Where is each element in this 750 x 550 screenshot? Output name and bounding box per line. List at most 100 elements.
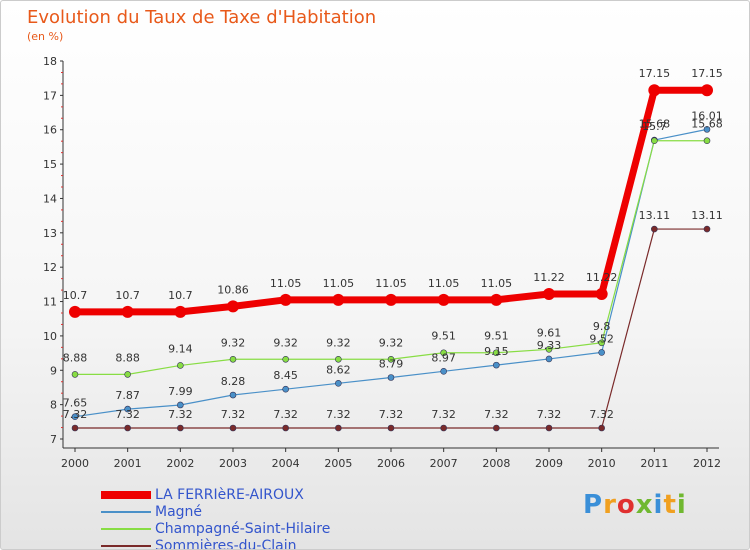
data-label-2: 9.51 [484, 330, 509, 343]
series-point-1 [703, 126, 711, 133]
series-point-3 [282, 424, 289, 432]
series-point-3 [229, 424, 237, 432]
series-point-2 [651, 137, 658, 145]
y-tick-label: 12 [43, 261, 57, 274]
legend-swatch [101, 544, 151, 547]
series-point-2 [71, 371, 79, 378]
x-tick-label: 2005 [324, 457, 352, 470]
series-point-3 [335, 424, 342, 432]
y-tick-label: 13 [43, 227, 57, 240]
series-point-3 [440, 424, 447, 432]
x-tick-label: 2010 [588, 457, 616, 470]
x-tick-label: 2012 [693, 457, 721, 470]
data-label-3: 7.32 [484, 408, 509, 421]
data-label-3: 7.32 [589, 408, 614, 421]
data-label-0: 10.7 [168, 289, 193, 302]
series-point-3 [545, 424, 553, 432]
series-point-2 [387, 355, 395, 363]
legend-label: Magné [155, 503, 203, 520]
logo-letter: P [583, 490, 604, 520]
logo-letter: r [603, 490, 617, 520]
x-tick-label: 2004 [272, 457, 300, 470]
y-tick-label: 8 [50, 399, 57, 412]
data-label-2: 15.68 [639, 118, 671, 131]
logo-letter: i [676, 490, 687, 520]
series-point-1 [229, 391, 237, 399]
y-tick-label: 18 [43, 55, 57, 68]
series-point-2 [282, 355, 289, 363]
series-point-0 [69, 305, 81, 318]
data-label-3: 7.32 [168, 408, 193, 421]
series-point-3 [387, 424, 395, 432]
data-label-0: 11.05 [323, 277, 355, 290]
data-label-0: 10.7 [115, 289, 140, 302]
series-point-0 [279, 293, 292, 306]
legend-item: Champagné-Saint-Hilaire [101, 520, 330, 537]
data-label-1: 9.33 [537, 339, 562, 352]
data-label-2: 15.68 [691, 118, 723, 131]
series-point-1 [493, 361, 500, 369]
y-tick-label: 9 [50, 364, 57, 377]
series-point-3 [71, 424, 79, 432]
series-point-0 [490, 293, 503, 306]
series-point-1 [124, 405, 131, 413]
logo-letter: x [635, 490, 654, 520]
series-point-3 [703, 225, 711, 233]
y-tick-label: 10 [43, 330, 57, 343]
x-tick-label: 2003 [219, 457, 247, 470]
data-label-3: 7.32 [326, 408, 351, 421]
x-tick-label: 2011 [640, 457, 668, 470]
data-label-1: 7.87 [115, 389, 140, 402]
series-point-2 [703, 137, 711, 145]
y-tick-label: 7 [50, 433, 57, 446]
legend-label: Sommières-du-Clain [155, 537, 297, 550]
line-chart: 7 8 9 10 11 12 13 14 15 16 17 18 2000 2001 2002 2003 200… [43, 55, 723, 470]
series-point-1 [282, 385, 289, 393]
series-point-3 [177, 424, 184, 432]
data-label-2: 9.32 [379, 336, 404, 349]
logo-letter: i [653, 490, 664, 520]
series-point-0 [385, 293, 397, 306]
y-tick-label: 14 [43, 192, 57, 205]
series-point-0 [227, 300, 239, 313]
x-tick-label: 2002 [166, 457, 194, 470]
series-point-2 [229, 355, 237, 363]
chart-unit-label: (en %) [27, 30, 64, 43]
legend-label: Champagné-Saint-Hilaire [155, 520, 331, 537]
x-tick-label: 2000 [61, 457, 89, 470]
data-label-3: 7.32 [379, 408, 404, 421]
series-point-2 [598, 339, 605, 347]
y-tick-label: 17 [43, 89, 57, 102]
series-point-2 [124, 371, 131, 378]
series-point-1 [440, 368, 447, 375]
data-label-0: 17.15 [639, 67, 671, 80]
data-label-2: 9.14 [168, 342, 193, 355]
legend-swatch [101, 510, 151, 513]
data-label-1: 7.99 [168, 385, 193, 398]
series-point-3 [124, 424, 131, 432]
data-label-1: 9.15 [484, 345, 509, 358]
data-label-1: 16.01 [691, 109, 723, 122]
data-label-0: 11.22 [586, 271, 618, 284]
data-label-1: 8.28 [221, 375, 246, 388]
data-label-2: 9.32 [221, 336, 246, 349]
y-tick-label: 15 [43, 158, 57, 171]
data-label-0: 11.05 [428, 277, 460, 290]
series-point-0 [121, 305, 134, 318]
data-label-3: 7.32 [221, 408, 246, 421]
data-label-0: 11.05 [481, 277, 513, 290]
logo-letter: o [616, 490, 636, 520]
series-point-1 [545, 355, 553, 363]
data-label-3: 13.11 [691, 209, 723, 222]
legend-item: LA FERRIèRE-AIROUX [101, 486, 330, 503]
legend-item: Sommières-du-Clain [101, 537, 330, 550]
x-tick-label: 2006 [377, 457, 405, 470]
data-label-0: 11.05 [375, 277, 407, 290]
series-point-0 [543, 287, 555, 300]
series-point-2 [177, 362, 184, 369]
data-label-2: 9.51 [431, 330, 456, 343]
data-label-0: 11.22 [533, 271, 565, 284]
data-label-0: 11.05 [270, 277, 302, 290]
chart-title: Evolution du Taux de Taxe d'Habitation [27, 7, 377, 28]
data-label-0: 10.7 [63, 289, 88, 302]
